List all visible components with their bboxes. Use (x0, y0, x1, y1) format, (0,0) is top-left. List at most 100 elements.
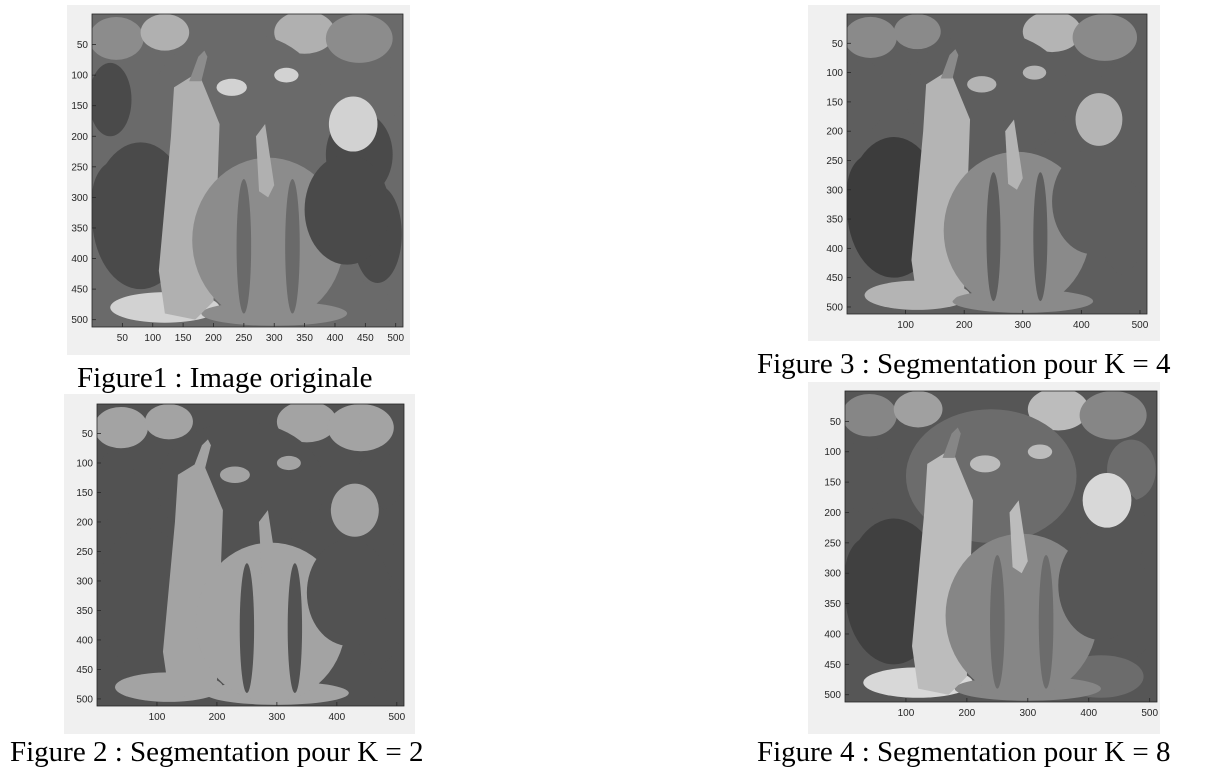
background-pepper-2 (144, 404, 193, 440)
bell-pepper-rib-1 (986, 172, 1001, 302)
small-light-pepper (1075, 93, 1123, 146)
axes-frame (844, 390, 1158, 703)
y-tick-label: 100 (76, 458, 93, 469)
y-tick-label: 250 (76, 547, 93, 558)
background-pepper-1 (92, 17, 144, 60)
background-pepper-1 (97, 406, 148, 449)
y-tick-label: 50 (82, 429, 94, 440)
x-tick-label: 300 (266, 333, 283, 344)
background-pepper-1 (847, 16, 897, 58)
x-tick-label: 400 (327, 333, 344, 344)
y-tick-label: 200 (824, 508, 841, 519)
y-tick-label: 150 (71, 101, 88, 112)
axes-frame (91, 13, 404, 328)
axes-frame (96, 403, 405, 707)
background-pepper-1 (845, 394, 897, 437)
y-tick-label: 500 (826, 302, 843, 313)
background-pepper-6 (845, 439, 885, 513)
x-tick-label: 100 (898, 708, 915, 719)
y-tick-label: 300 (71, 193, 88, 204)
y-tick-label: 100 (826, 68, 843, 79)
y-tick-label: 200 (76, 517, 93, 528)
y-tick-label: 150 (824, 478, 841, 489)
bell-pepper-rib-2 (287, 563, 303, 694)
y-tick-label: 50 (830, 417, 842, 428)
small-light-pepper (1082, 473, 1132, 528)
y-tick-label: 100 (71, 71, 88, 82)
bell-pepper-rib-2 (1038, 555, 1054, 689)
bell-pepper-rib-1 (990, 555, 1005, 689)
x-tick-label: 500 (1132, 320, 1149, 331)
x-tick-label: 300 (269, 712, 286, 723)
background-pepper-4 (1079, 391, 1147, 440)
background-pepper-2 (140, 14, 190, 51)
x-tick-label: 200 (205, 333, 222, 344)
highlight-2 (1027, 444, 1053, 460)
tall-pepper-stem (940, 49, 959, 79)
x-tick-label: 500 (388, 712, 405, 723)
figure-1-caption: Figure1 : Image originale (77, 362, 373, 394)
y-tick-label: 250 (826, 156, 843, 167)
x-tick-label: 500 (1141, 708, 1158, 719)
y-tick-label: 300 (826, 185, 843, 196)
highlight-1 (969, 455, 1001, 473)
x-tick-label: 400 (329, 712, 346, 723)
x-tick-label: 50 (117, 333, 129, 344)
bell-pepper-rib-2 (1033, 172, 1048, 302)
y-tick-label: 350 (76, 606, 93, 617)
y-tick-label: 200 (826, 127, 843, 138)
small-light-pepper (330, 483, 379, 537)
bell-pepper-stem (258, 510, 277, 581)
background-pepper-3 (1027, 391, 1089, 431)
x-tick-label: 100 (144, 333, 161, 344)
tall-pepper-stem (192, 439, 211, 469)
axes-frame (846, 13, 1148, 315)
highlight-1 (216, 78, 247, 96)
background-pepper-4 (1072, 14, 1138, 61)
y-tick-label: 500 (824, 690, 841, 701)
x-tick-label: 450 (357, 333, 374, 344)
x-tick-label: 300 (1019, 708, 1036, 719)
tall-pepper-stem (189, 50, 208, 82)
x-tick-label: 350 (296, 333, 313, 344)
background-pepper-4 (325, 14, 393, 63)
bell-pepper-stem (1009, 500, 1028, 574)
x-tick-label: 400 (1073, 320, 1090, 331)
background-pepper-6 (847, 60, 886, 132)
y-tick-label: 50 (832, 39, 844, 50)
x-tick-label: 100 (149, 712, 166, 723)
right-pepper (1058, 530, 1144, 641)
background-pepper-3 (274, 14, 335, 54)
x-tick-label: 150 (175, 333, 192, 344)
image-content (92, 14, 403, 327)
right-pepper (1052, 148, 1135, 255)
highlight-2 (276, 455, 301, 471)
small-light-pepper (328, 96, 378, 152)
x-tick-label: 500 (387, 333, 404, 344)
figure-3-caption: Figure 3 : Segmentation pour K = 4 (757, 348, 1171, 380)
y-tick-label: 450 (71, 285, 88, 296)
y-tick-label: 350 (71, 223, 88, 234)
right-pepper (304, 154, 390, 265)
background-pepper-6 (97, 451, 136, 522)
highlight-2 (274, 67, 299, 83)
image-content (847, 14, 1147, 314)
tall-pepper-stem (942, 427, 961, 458)
figure-1-panel: 50 100 150 200 250 300 350 400 450 500 50 100 150 200… (67, 5, 410, 355)
bell-pepper-stem (1005, 119, 1023, 190)
bell-pepper-rib-1 (236, 179, 252, 314)
y-tick-label: 100 (824, 447, 841, 458)
figure-2-plot: 50 100 150 200 250 300 350 400 450 500 100 200 300 40… (76, 403, 406, 723)
y-tick-label: 50 (77, 40, 89, 51)
y-tick-label: 450 (826, 273, 843, 284)
bell-pepper-rib-1 (239, 563, 255, 694)
right-pepper (306, 539, 391, 646)
y-tick-label: 300 (76, 576, 93, 587)
bell-pepper-stem (256, 124, 275, 198)
y-tick-label: 200 (71, 132, 88, 143)
y-tick-label: 450 (76, 665, 93, 676)
y-tick-label: 400 (76, 635, 93, 646)
background-pepper-3 (276, 404, 337, 443)
image-content (845, 391, 1157, 702)
y-tick-label: 350 (824, 599, 841, 610)
